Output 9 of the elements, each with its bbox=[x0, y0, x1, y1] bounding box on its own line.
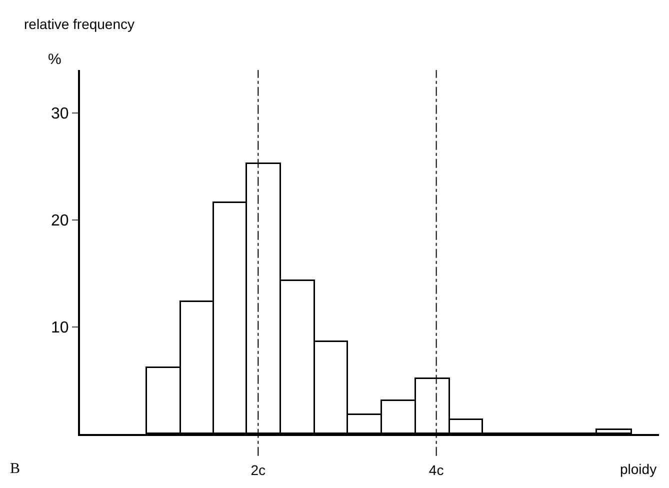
text: % bbox=[48, 51, 62, 68]
y-axis-title: relative frequency bbox=[24, 16, 135, 32]
y-tick-label: 10 bbox=[51, 320, 69, 337]
y-tick-label: 20 bbox=[51, 212, 69, 230]
y-tick-label: 30 bbox=[51, 105, 69, 122]
x-tick-label: 4c bbox=[428, 462, 444, 478]
x-axis-title: ploidy bbox=[620, 461, 657, 477]
text: B bbox=[10, 461, 20, 477]
x-tick-label: 2c bbox=[250, 462, 266, 478]
